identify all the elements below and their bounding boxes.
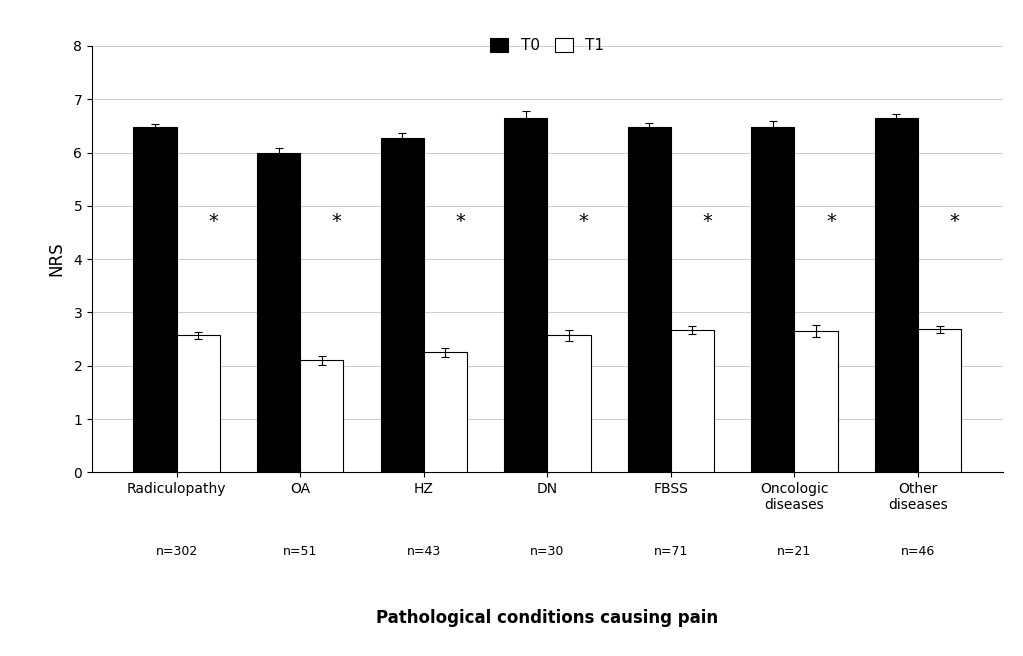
Y-axis label: NRS: NRS (47, 242, 65, 276)
Text: *: * (949, 213, 960, 232)
Bar (504, 118, 547, 472)
Legend: T0, T1: T0, T1 (484, 32, 611, 60)
Bar (918, 329, 962, 472)
Text: *: * (209, 213, 218, 232)
Bar (257, 152, 300, 472)
Text: *: * (331, 213, 342, 232)
Text: n=71: n=71 (654, 544, 688, 558)
Text: n=302: n=302 (155, 544, 197, 558)
Bar (751, 127, 795, 472)
Bar (875, 118, 918, 472)
Bar (547, 335, 590, 472)
Text: *: * (703, 213, 712, 232)
Bar (424, 352, 468, 472)
Text: n=51: n=51 (283, 544, 317, 558)
Bar (300, 360, 344, 472)
Text: *: * (579, 213, 588, 232)
Text: *: * (826, 213, 836, 232)
Text: n=30: n=30 (530, 544, 565, 558)
Bar (795, 331, 838, 472)
Bar (133, 127, 177, 472)
Text: n=43: n=43 (407, 544, 441, 558)
Text: n=46: n=46 (901, 544, 935, 558)
Bar (627, 127, 671, 472)
Bar (177, 335, 220, 472)
Bar (381, 138, 424, 472)
Text: *: * (455, 213, 465, 232)
Text: n=21: n=21 (777, 544, 811, 558)
X-axis label: Pathological conditions causing pain: Pathological conditions causing pain (376, 609, 718, 628)
Bar (671, 330, 714, 472)
